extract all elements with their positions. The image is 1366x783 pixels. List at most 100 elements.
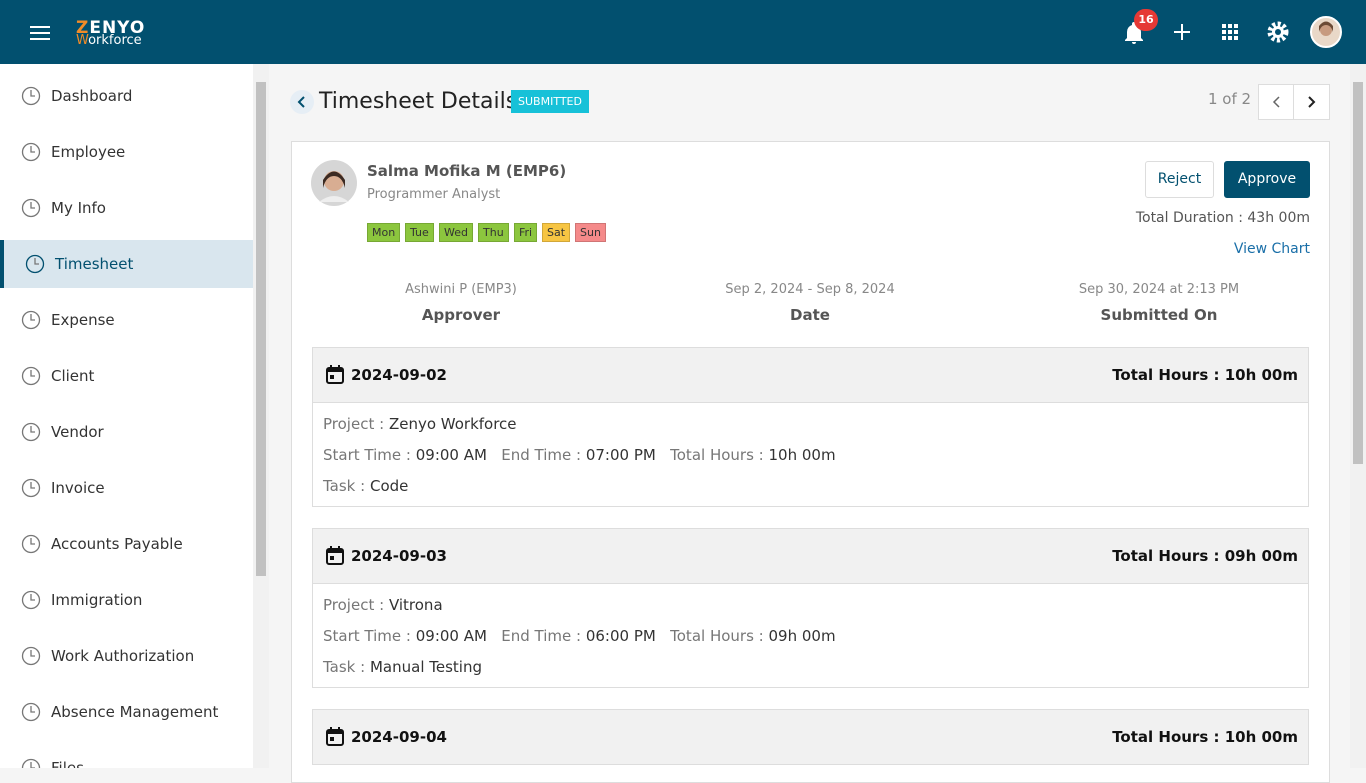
nav-label: Immigration — [51, 591, 143, 609]
notification-count: 16 — [1134, 9, 1158, 31]
calendar-icon — [326, 365, 344, 384]
project-value: Zenyo Workforce — [388, 415, 517, 433]
start-time-label: Start Time : — [323, 446, 411, 464]
add-button[interactable] — [1174, 24, 1190, 40]
start-time-value: 09:00 AM — [415, 446, 487, 464]
entry-header: 2024-09-04 Total Hours : 10h 00m — [313, 710, 1308, 764]
hours-value: 09h 00m — [768, 627, 836, 645]
nav-icon — [25, 254, 45, 274]
hours-label: Total Hours : — [670, 627, 764, 645]
entry-total: Total Hours : 09h 00m — [1112, 547, 1298, 565]
end-time-value: 06:00 PM — [585, 627, 656, 645]
project-label: Project : — [323, 415, 385, 433]
nav-icon — [21, 646, 41, 666]
total-duration: Total Duration : 43h 00m — [1135, 210, 1310, 226]
approve-button[interactable]: Approve — [1224, 161, 1310, 198]
entry-date: 2024-09-03 — [351, 547, 447, 565]
nav-item[interactable]: Work Authorization — [0, 632, 253, 680]
hours-label: Total Hours : — [670, 446, 764, 464]
view-chart-link[interactable]: View Chart — [1233, 241, 1310, 257]
nav-label: Absence Management — [51, 703, 219, 721]
total-hours-label: Total Hours : — [1112, 366, 1220, 384]
top-bar: ZENYO Workforce 16 — [0, 0, 1366, 64]
end-time-label: End Time : — [501, 446, 582, 464]
nav-label: Work Authorization — [51, 647, 195, 665]
day-entry: 2024-09-02 Total Hours : 10h 00m Project :… — [312, 347, 1309, 507]
menu-button[interactable] — [30, 26, 50, 40]
nav-item[interactable]: Client — [0, 352, 253, 400]
summary-label: Approver — [421, 306, 501, 324]
apps-button[interactable] — [1222, 24, 1238, 40]
summary-label: Submitted On — [1100, 306, 1218, 324]
summary-column: Ashwini P (EMP3) Approver — [311, 282, 611, 324]
nav-label: Files — [51, 759, 84, 768]
next-button[interactable] — [1293, 84, 1330, 120]
entry-row: Task : Code — [323, 477, 1298, 508]
entry-row: Project : Vitrona — [323, 596, 1298, 627]
calendar-icon — [326, 546, 344, 565]
entry-date: 2024-09-02 — [351, 366, 447, 384]
nav-item[interactable]: Employee — [0, 128, 253, 176]
day-entry: 2024-09-04 Total Hours : 10h 00m — [312, 709, 1309, 765]
user-avatar[interactable] — [1310, 16, 1342, 48]
entry-total: Total Hours : 10h 00m — [1112, 366, 1298, 384]
entry-row: Start Time : 09:00 AM End Time : 07:00 P… — [323, 446, 1298, 477]
day-chip: Wed — [439, 223, 473, 242]
entry-body: Project : Zenyo Workforce Start Time : 09… — [313, 402, 1308, 506]
nav-item[interactable]: Files — [0, 744, 253, 768]
entry-row: Start Time : 09:00 AM End Time : 06:00 P… — [323, 627, 1298, 658]
task-value: Code — [369, 477, 409, 495]
day-chip: Sat — [542, 223, 571, 242]
nav-item[interactable]: Accounts Payable — [0, 520, 253, 568]
back-button[interactable] — [290, 90, 314, 114]
day-chip: Mon — [367, 223, 401, 242]
nav-icon — [21, 86, 41, 106]
task-label: Task : — [323, 477, 366, 495]
nav-icon — [21, 366, 41, 386]
employee-avatar — [311, 160, 357, 206]
entry-header: 2024-09-03 Total Hours : 09h 00m — [313, 529, 1308, 583]
project-value: Vitrona — [388, 596, 443, 614]
day-chip: Thu — [478, 223, 509, 242]
nav-icon — [21, 422, 41, 442]
prev-button[interactable] — [1258, 84, 1295, 120]
task-value: Manual Testing — [369, 658, 482, 676]
nav-label: Timesheet — [55, 255, 134, 273]
nav-icon — [21, 534, 41, 554]
nav-item[interactable]: Invoice — [0, 464, 253, 512]
page-title: Timesheet Details — [319, 89, 518, 114]
settings-button[interactable] — [1267, 21, 1289, 43]
employee-role: Programmer Analyst — [367, 187, 501, 202]
total-hours-value: 09h 00m — [1224, 547, 1298, 565]
nav-icon — [21, 310, 41, 330]
total-hours-value: 10h 00m — [1224, 366, 1298, 384]
nav-label: My Info — [51, 199, 106, 217]
summary-column: Sep 2, 2024 - Sep 8, 2024 Date — [660, 282, 960, 324]
nav-icon — [21, 478, 41, 498]
day-chip: Sun — [575, 223, 606, 242]
nav-item[interactable]: Vendor — [0, 408, 253, 456]
calendar-icon — [326, 727, 344, 746]
nav-item[interactable]: Expense — [0, 296, 253, 344]
entry-row: Task : Manual Testing — [323, 658, 1298, 689]
nav-item[interactable]: My Info — [0, 184, 253, 232]
entry-header: 2024-09-02 Total Hours : 10h 00m — [313, 348, 1308, 402]
reject-button[interactable]: Reject — [1145, 161, 1214, 198]
employee-name: Salma Mofika M (EMP6) — [367, 162, 567, 180]
timesheet-card: Salma Mofika M (EMP6) Programmer Analyst… — [291, 141, 1330, 783]
nav-item[interactable]: Absence Management — [0, 688, 253, 736]
end-time-label: End Time : — [501, 627, 582, 645]
summary-label: Date — [790, 306, 830, 324]
start-time-label: Start Time : — [323, 627, 411, 645]
day-chip: Fri — [514, 223, 538, 242]
summary-column: Sep 30, 2024 at 2:13 PM Submitted On — [1009, 282, 1309, 324]
summary-value: Sep 30, 2024 at 2:13 PM — [1078, 282, 1240, 297]
nav-item[interactable]: Immigration — [0, 576, 253, 624]
nav-item[interactable]: Dashboard — [0, 72, 253, 120]
nav-label: Accounts Payable — [51, 535, 183, 553]
main-scrollbar — [1350, 64, 1366, 768]
nav-item[interactable]: Timesheet — [0, 240, 253, 288]
entry-total: Total Hours : 10h 00m — [1112, 728, 1298, 746]
nav-label: Employee — [51, 143, 126, 161]
hours-value: 10h 00m — [768, 446, 836, 464]
